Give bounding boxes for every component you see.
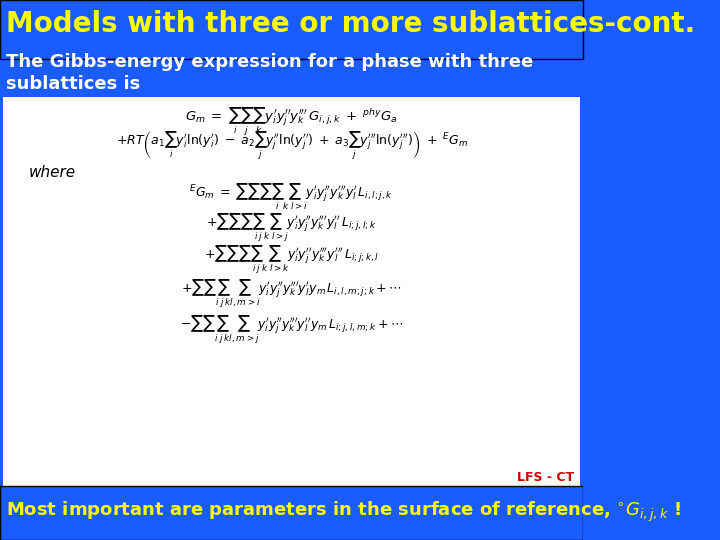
FancyBboxPatch shape (0, 0, 583, 59)
Text: $+ RT\left(a_1 \sum_i y_i^{\prime}\ln(y_i^{\prime}) \;-\; a_2 \sum_j y_j^{\prime: $+ RT\left(a_1 \sum_i y_i^{\prime}\ln(y_… (116, 130, 467, 162)
Text: $+ \sum\sum\sum_{i \; j \; k} \sum_{l,m>i} y_i^{\prime} y_j^{\prime\prime} y_k^{: $+ \sum\sum\sum_{i \; j \; k} \sum_{l,m>… (181, 278, 402, 310)
FancyBboxPatch shape (3, 97, 580, 486)
Text: where: where (29, 165, 76, 180)
Text: Most important are parameters in the surface of reference, $^{\circ}G_{i,j,k}$ !: Most important are parameters in the sur… (6, 500, 680, 524)
Text: $- \sum\sum\sum_{i \; j \; k} \sum_{l,m>j} y_i^{\prime} y_j^{\prime\prime} y_k^{: $- \sum\sum\sum_{i \; j \; k} \sum_{l,m>… (180, 313, 403, 346)
Text: $+ \sum\sum\sum\sum_{i \; j} \sum_{k \; l>k} y_i^{\prime} y_j^{\prime\prime} y_k: $+ \sum\sum\sum\sum_{i \; j} \sum_{k \; … (204, 244, 379, 276)
Text: The Gibbs-energy expression for a phase with three: The Gibbs-energy expression for a phase … (6, 53, 533, 71)
Text: Models with three or more sublattices-cont.: Models with three or more sublattices-co… (6, 10, 695, 38)
FancyBboxPatch shape (0, 486, 583, 540)
Text: LFS - CT: LFS - CT (517, 471, 575, 484)
Text: $+ \sum\sum\sum\sum_{i \; j} \sum_{k \; l>j} y_i^{\prime} y_j^{\prime\prime} y_k: $+ \sum\sum\sum\sum_{i \; j} \sum_{k \; … (207, 212, 377, 244)
Text: sublattices is: sublattices is (6, 75, 140, 93)
Text: $^EG_m \; = \; \sum\sum\sum\sum_{i} \sum_{k \; l>i} y_i^{\prime} y_j^{\prime\pri: $^EG_m \; = \; \sum\sum\sum\sum_{i} \sum… (189, 182, 394, 212)
Text: $G_m \; = \; \sum_i \sum_j \sum_k y_i^{\prime} y_j^{\prime\prime} y_k^{\prime\pr: $G_m \; = \; \sum_i \sum_j \sum_k y_i^{\… (185, 105, 398, 138)
